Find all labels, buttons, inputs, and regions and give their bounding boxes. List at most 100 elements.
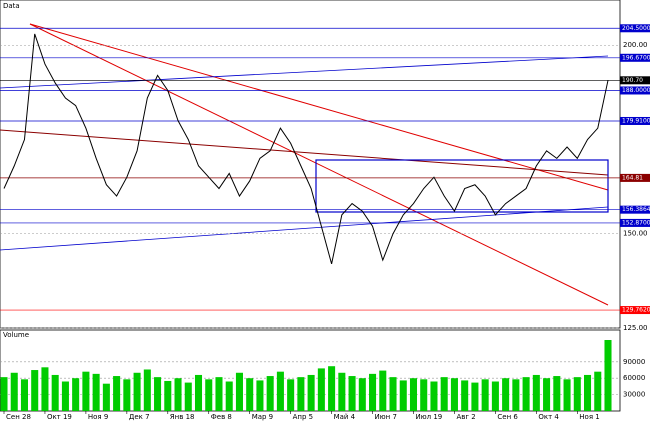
volume-bar bbox=[307, 374, 315, 411]
price-line bbox=[3, 33, 609, 265]
volume-bar bbox=[51, 374, 59, 411]
volume-bar bbox=[440, 377, 448, 411]
level-label: 204.5000 bbox=[622, 25, 650, 32]
volume-bar bbox=[0, 377, 8, 411]
level-label-box bbox=[620, 53, 650, 62]
volume-bar bbox=[174, 378, 182, 411]
x-tick-label: Ноя 9 bbox=[88, 413, 108, 421]
volume-bar bbox=[471, 382, 479, 411]
level-label-box bbox=[620, 218, 650, 227]
level-label: 164.81 bbox=[622, 174, 643, 181]
volume-bar bbox=[553, 376, 561, 411]
level-label: 156.3864 bbox=[622, 206, 650, 213]
volume-bar bbox=[82, 371, 90, 411]
volume-bar bbox=[348, 376, 356, 411]
y-tick-label: 150.00 bbox=[623, 230, 648, 238]
volume-bar bbox=[10, 372, 18, 411]
volume-bar bbox=[133, 372, 141, 411]
volume-bar bbox=[102, 383, 110, 411]
x-tick-label: Сен 28 bbox=[6, 413, 31, 421]
volume-bar bbox=[256, 380, 264, 411]
x-tick-label: Окт 4 bbox=[538, 413, 559, 421]
x-tick-label: Окт 19 bbox=[47, 413, 72, 421]
volume-bar bbox=[379, 370, 387, 411]
trendline bbox=[0, 55, 609, 89]
level-label: 188.0000 bbox=[622, 87, 650, 94]
volume-bar bbox=[20, 379, 28, 411]
level-label: 190.70 bbox=[622, 77, 643, 84]
volume-bar bbox=[266, 376, 274, 411]
x-tick-label: Янв 18 bbox=[170, 413, 195, 421]
level-label: 196.6700 bbox=[622, 54, 650, 61]
volume-bar bbox=[113, 376, 121, 411]
volume-bar bbox=[481, 379, 489, 411]
volume-tick-label: 60000 bbox=[623, 374, 645, 382]
volume-tick-label: 30000 bbox=[623, 391, 645, 399]
volume-bar bbox=[450, 378, 458, 411]
price-panel bbox=[0, 0, 621, 329]
volume-bar bbox=[72, 378, 80, 411]
volume-bar bbox=[563, 379, 571, 411]
x-tick-label: Июл 19 bbox=[415, 413, 442, 421]
volume-bar bbox=[532, 374, 540, 411]
volume-bar bbox=[225, 381, 233, 411]
level-label-box bbox=[620, 116, 650, 125]
volume-bar bbox=[584, 374, 592, 411]
y-tick-label: 125.00 bbox=[623, 324, 648, 332]
level-label-box bbox=[620, 306, 650, 315]
volume-bar bbox=[522, 377, 530, 411]
volume-bar bbox=[297, 377, 305, 411]
volume-bar bbox=[317, 368, 325, 411]
level-label-box bbox=[620, 173, 650, 182]
volume-bar bbox=[328, 366, 336, 411]
volume-bar bbox=[31, 370, 39, 411]
x-tick-label: Дек 7 bbox=[129, 413, 150, 421]
level-label: 152.8700 bbox=[622, 219, 650, 226]
volume-bar bbox=[389, 377, 397, 411]
volume-bar bbox=[184, 382, 192, 411]
volume-title: Volume bbox=[3, 331, 29, 339]
volume-bar bbox=[143, 369, 151, 411]
volume-bar bbox=[594, 371, 602, 411]
volume-bar bbox=[215, 377, 223, 411]
level-label: 129.7620 bbox=[622, 307, 650, 314]
y-tick-label: 200.00 bbox=[623, 41, 648, 49]
volume-bar bbox=[246, 378, 254, 411]
chart-title: Data bbox=[3, 2, 20, 10]
volume-bar bbox=[287, 379, 295, 411]
volume-bar bbox=[512, 379, 520, 411]
volume-bar bbox=[61, 381, 69, 411]
level-label-box bbox=[620, 86, 650, 95]
x-tick-label: Май 4 bbox=[334, 413, 356, 421]
volume-bar bbox=[502, 378, 510, 411]
x-tick-label: Апр 5 bbox=[293, 413, 314, 421]
volume-bar bbox=[461, 380, 469, 411]
trendline bbox=[0, 206, 609, 251]
volume-bar bbox=[573, 377, 581, 411]
trendline bbox=[29, 23, 609, 306]
level-label: 179.9100 bbox=[622, 117, 650, 124]
volume-bar bbox=[194, 374, 203, 411]
volume-bar bbox=[430, 381, 438, 411]
channel bbox=[315, 159, 609, 213]
volume-bar bbox=[358, 378, 366, 411]
x-tick-label: Фев 8 bbox=[211, 413, 232, 421]
level-label-box bbox=[620, 24, 650, 33]
volume-bar bbox=[276, 371, 284, 411]
trendline bbox=[29, 23, 609, 191]
volume-bar bbox=[409, 378, 418, 411]
volume-bar bbox=[92, 373, 100, 411]
x-tick-label: Мар 9 bbox=[252, 413, 273, 421]
volume-bar bbox=[338, 372, 346, 411]
x-tick-label: Авг 2 bbox=[456, 413, 475, 421]
x-tick-label: Сен 6 bbox=[497, 413, 518, 421]
volume-bar bbox=[235, 372, 243, 411]
volume-bar bbox=[123, 379, 131, 411]
volume-bar bbox=[205, 379, 213, 411]
volume-bar bbox=[543, 378, 551, 411]
trendline bbox=[0, 129, 609, 176]
volume-bar bbox=[604, 340, 612, 411]
level-label-box bbox=[620, 76, 650, 85]
